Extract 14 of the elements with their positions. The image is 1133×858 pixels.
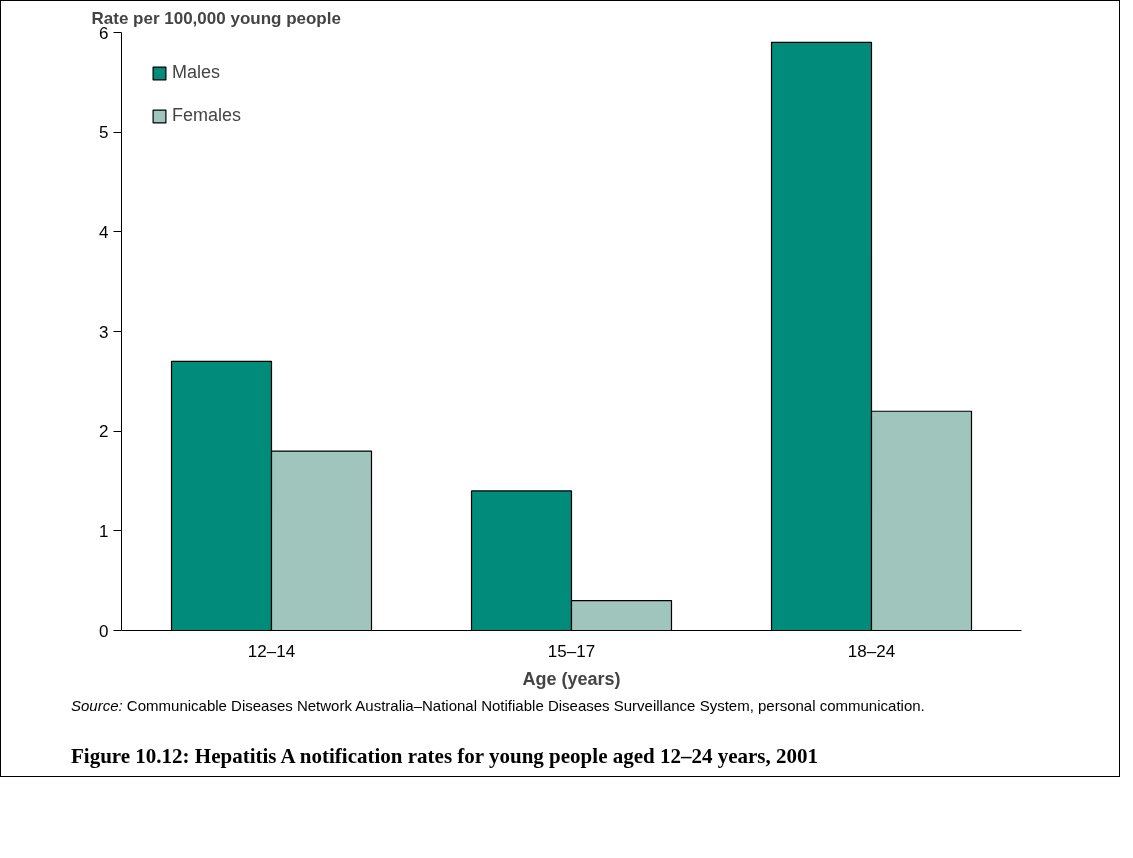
source-note: Source: Communicable Diseases Network Australia–National Notifiable Diseases Surveillance System, personal communication. (71, 696, 925, 716)
y-tick-label: 1 (99, 521, 109, 541)
x-tick-label: 12–14 (247, 641, 296, 661)
y-tick-label: 4 (99, 222, 109, 242)
y-tick-label: 3 (99, 322, 109, 342)
x-axis-title: Age (years) (522, 668, 621, 689)
legend-label: Females (172, 105, 242, 126)
y-tick-label: 5 (99, 123, 109, 143)
legend-label: Males (172, 62, 221, 83)
x-tick-label: 18–24 (847, 641, 896, 661)
y-tick-label: 0 (99, 621, 109, 641)
y-tick-label: 2 (99, 422, 109, 442)
text: Figure 10.12: Hepatitis A notification rates for young people aged 12–24 years, 2001 (71, 742, 819, 770)
x-tick-label: 15–17 (547, 641, 596, 661)
